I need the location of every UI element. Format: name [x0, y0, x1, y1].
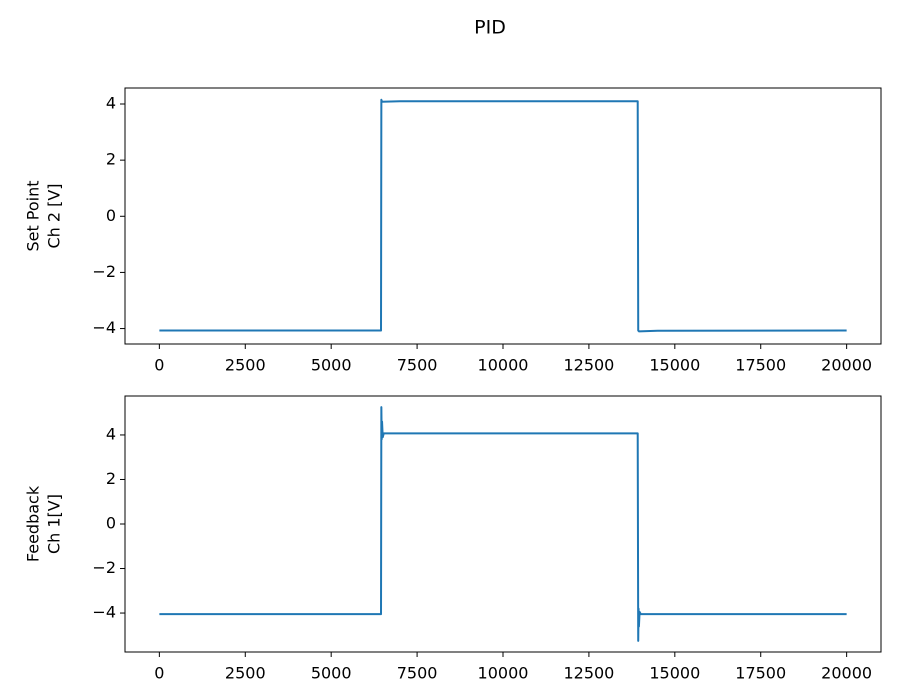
y-tick-label: 4	[106, 424, 116, 443]
y-axis-label: Set Point	[24, 180, 43, 251]
x-tick-label: 2500	[225, 664, 266, 683]
x-tick-label: 15000	[649, 356, 700, 375]
x-tick-label: 12500	[563, 356, 614, 375]
y-tick-label: 0	[106, 514, 116, 533]
y-tick-label: −2	[92, 558, 116, 577]
data-line	[159, 406, 847, 642]
x-tick-label: 10000	[478, 356, 529, 375]
y-tick-label: −2	[92, 262, 116, 281]
figure-title: PID	[474, 17, 506, 39]
x-tick-label: 0	[154, 356, 164, 375]
x-tick-label: 0	[154, 664, 164, 683]
x-tick-label: 17500	[735, 356, 786, 375]
x-tick-label: 12500	[563, 664, 614, 683]
data-line	[159, 98, 847, 333]
y-tick-label: −4	[92, 318, 116, 337]
x-tick-label: 20000	[821, 356, 872, 375]
y-axis-label: Feedback	[24, 485, 43, 562]
x-tick-label: 20000	[821, 664, 872, 683]
y-tick-label: 4	[106, 94, 116, 113]
x-tick-label: 7500	[397, 664, 438, 683]
x-tick-label: 5000	[311, 664, 352, 683]
y-axis-label: Ch 2 [V]	[45, 183, 64, 248]
y-axis-label: Ch 1[V]	[45, 494, 64, 554]
y-tick-label: −4	[92, 603, 116, 622]
x-tick-label: 2500	[225, 356, 266, 375]
axes-frame	[124, 87, 882, 345]
x-tick-label: 7500	[397, 356, 438, 375]
x-tick-label: 17500	[735, 664, 786, 683]
x-tick-label: 5000	[311, 356, 352, 375]
y-tick-label: 2	[106, 150, 116, 169]
y-tick-label: 2	[106, 469, 116, 488]
y-tick-label: 0	[106, 206, 116, 225]
axes-frame	[124, 395, 882, 653]
x-tick-label: 15000	[649, 664, 700, 683]
x-tick-label: 10000	[478, 664, 529, 683]
